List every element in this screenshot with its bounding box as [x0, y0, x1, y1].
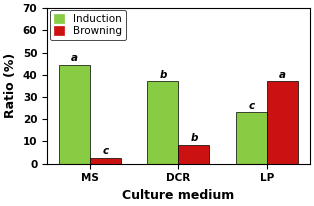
Text: b: b: [159, 70, 167, 80]
Y-axis label: Ratio (%): Ratio (%): [4, 53, 17, 118]
Text: a: a: [279, 70, 286, 80]
Text: a: a: [71, 53, 78, 63]
Bar: [59, 65, 90, 164]
X-axis label: Culture medium: Culture medium: [122, 189, 235, 202]
Bar: [178, 145, 209, 164]
Text: c: c: [248, 101, 255, 111]
Text: c: c: [102, 146, 109, 156]
Bar: [236, 112, 267, 164]
Bar: [267, 81, 298, 164]
Legend: Induction, Browning: Induction, Browning: [50, 10, 126, 40]
Bar: [148, 81, 178, 164]
Bar: [90, 158, 121, 164]
Text: b: b: [190, 133, 198, 143]
